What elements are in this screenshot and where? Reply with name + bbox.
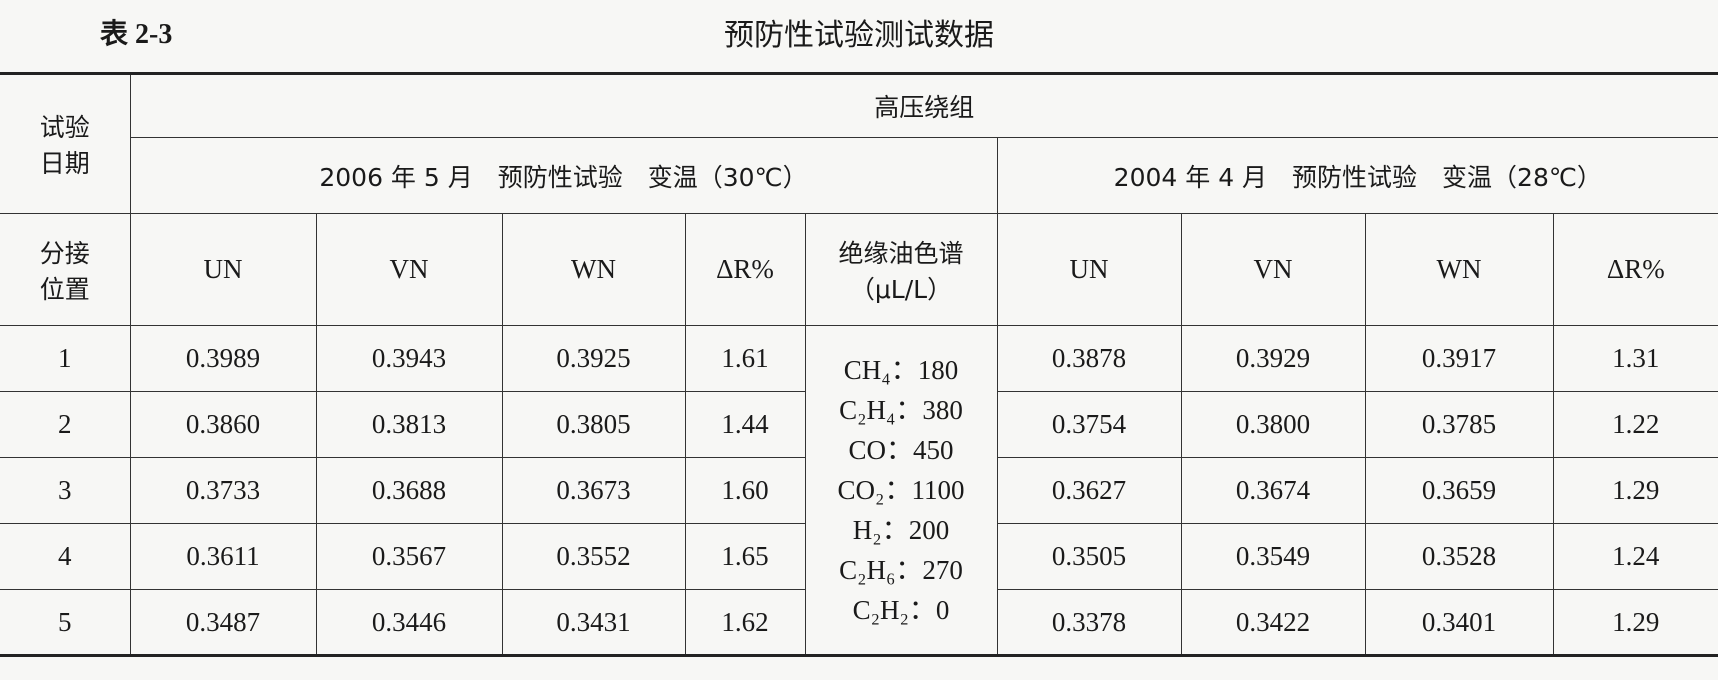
table-row: 2006 年 5 月 预防性试验 变温（30℃） 2004 年 4 月 预防性试验… [0, 137, 1718, 214]
value-cell: 0.3627 [996, 457, 1182, 524]
value-cell: 0.3917 [1364, 325, 1554, 392]
value-cell: 0.3733 [129, 457, 317, 524]
value-cell: 1.29 [1552, 457, 1718, 524]
table-row: 5 0.3487 0.3446 0.3431 1.62 0.3378 0.3422 0.340… [0, 589, 1718, 656]
value-cell: 0.3925 [501, 325, 686, 392]
value-cell: 0.3611 [129, 523, 317, 590]
value-cell: 1.44 [684, 391, 806, 458]
value-cell: 0.3805 [501, 391, 686, 458]
header: 表 2-3 预防性试验测试数据 [0, 0, 1718, 72]
value-cell: 0.3505 [996, 523, 1182, 590]
value-cell: 0.3552 [501, 523, 686, 590]
table-body: 试验 日期 高压绕组 2006 年 5 月 预防性试验 变温（30℃） 2004 年 … [0, 73, 1718, 656]
value-cell: 1.62 [684, 589, 806, 656]
column-header: UN [129, 213, 317, 326]
table-row: 分接 位置 UN VN WN ΔR% 绝缘油色谱 （μL/L） UN VN WN ΔR% [0, 213, 1718, 326]
value-cell: 0.3688 [315, 457, 503, 524]
value-cell: 0.3878 [996, 325, 1182, 392]
value-cell: 0.3860 [129, 391, 317, 458]
value-cell: 0.3378 [996, 589, 1182, 656]
table-row: 试验 日期 高压绕组 [0, 73, 1718, 214]
value-cell: 1.65 [684, 523, 806, 590]
column-header: ΔR% [684, 213, 806, 326]
value-cell: 0.3549 [1180, 523, 1366, 590]
value-cell: 0.3754 [996, 391, 1182, 458]
value-cell: 0.3487 [129, 589, 317, 656]
value-cell: 1.31 [1552, 325, 1718, 392]
group-header: 高压绕组 [129, 73, 1718, 138]
value-cell: 0.3989 [129, 325, 317, 392]
value-cell: 0.3431 [501, 589, 686, 656]
table-row: 1 0.3989 0.3943 0.3925 1.61 CH₄：180 C₂H₄：380 CO… [0, 325, 1718, 656]
value-cell: 0.3929 [1180, 325, 1366, 392]
gas-line: CO₂：1100 [837, 475, 965, 505]
table-title: 预防性试验测试数据 [724, 18, 994, 53]
column-header: 绝缘油色谱 （μL/L） [804, 213, 998, 326]
column-header: VN [315, 213, 503, 326]
value-cell: 0.3659 [1364, 457, 1554, 524]
value-cell: 0.3401 [1364, 589, 1554, 656]
column-header: WN [501, 213, 686, 326]
value-cell: 0.3446 [315, 589, 503, 656]
value-cell: 0.3422 [1180, 589, 1366, 656]
value-cell: 1.61 [684, 325, 806, 392]
period-header: 2004 年 4 月 预防性试验 变温（28℃） [996, 137, 1718, 214]
period-header: 2006 年 5 月 预防性试验 变温（30℃） [130, 137, 998, 214]
value-cell: 0.3785 [1364, 391, 1554, 458]
position-cell: 4 [0, 523, 131, 590]
gas-line: H₂：200 [852, 515, 950, 545]
value-cell: 1.24 [1552, 523, 1718, 590]
data-table: 试验 日期 高压绕组 2006 年 5 月 预防性试验 变温（30℃） 2004 年 … [0, 72, 1718, 657]
gas-line: CH₄：180 [843, 355, 959, 385]
table-label: 表 2-3 [100, 19, 173, 50]
value-cell: 1.22 [1552, 391, 1718, 458]
value-cell: 0.3813 [315, 391, 503, 458]
corner-header: 分接 位置 [0, 213, 131, 326]
gas-line: C₂H₂：0 [852, 595, 950, 625]
gas-line: CO：450 [848, 435, 954, 465]
position-cell: 2 [0, 391, 131, 458]
column-header: WN [1364, 213, 1554, 326]
corner-header: 试验 日期 [0, 73, 131, 214]
value-cell: 0.3528 [1364, 523, 1554, 590]
table-row: 3 0.3733 0.3688 0.3673 1.60 0.3627 0.3674 0.365… [0, 457, 1718, 524]
position-cell: 1 [0, 325, 131, 392]
value-cell: 0.3943 [315, 325, 503, 392]
gas-cell: CH₄：180 C₂H₄：380 CO：450 CO₂：1100 H₂：200 C₂H₆：… [804, 325, 998, 656]
table-row: 4 0.3611 0.3567 0.3552 1.65 0.3505 0.3549 0.352… [0, 523, 1718, 590]
value-cell: 0.3673 [501, 457, 686, 524]
value-cell: 0.3800 [1180, 391, 1366, 458]
column-header: UN [996, 213, 1182, 326]
position-cell: 5 [0, 589, 131, 656]
column-header: VN [1180, 213, 1366, 326]
column-header: ΔR% [1552, 213, 1718, 326]
value-cell: 0.3674 [1180, 457, 1366, 524]
value-cell: 1.29 [1552, 589, 1718, 656]
position-cell: 3 [0, 457, 131, 524]
gas-line: C₂H₄：380 [839, 395, 963, 425]
value-cell: 0.3567 [315, 523, 503, 590]
gas-line: C₂H₆：270 [839, 555, 963, 585]
value-cell: 1.60 [684, 457, 806, 524]
